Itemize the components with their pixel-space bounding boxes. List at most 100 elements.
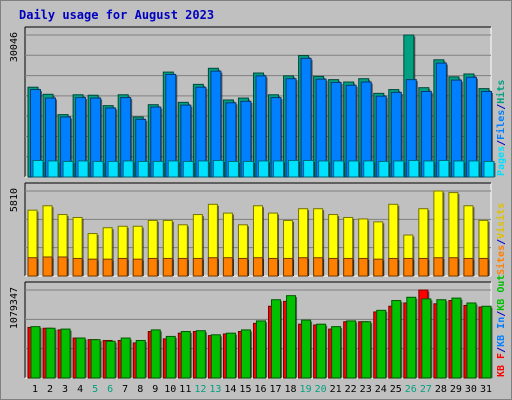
legend-bottom-item: KB F bbox=[496, 353, 507, 377]
bar-top-pages-day-21 bbox=[333, 160, 345, 178]
bar-top-pages-day-10 bbox=[167, 160, 179, 178]
bar-middle-sites-day-18 bbox=[283, 257, 294, 277]
bar-middle-sites-day-1 bbox=[27, 257, 38, 277]
legend-bottom-item: KB Out bbox=[496, 275, 507, 311]
bar-bottom-kb-out-day-1 bbox=[30, 326, 41, 379]
bar-middle-sites-day-12 bbox=[192, 257, 203, 277]
legend-middle: Sites/Visits bbox=[495, 203, 507, 275]
x-tick-day-14: 14 bbox=[224, 384, 236, 395]
bar-bottom-kb-out-day-2 bbox=[45, 327, 56, 379]
bar-middle-sites-day-25 bbox=[388, 257, 399, 277]
bar-top-pages-day-13 bbox=[212, 159, 224, 178]
x-tick-day-7: 7 bbox=[122, 384, 128, 395]
x-tick-day-19: 19 bbox=[300, 384, 312, 395]
x-tick-day-16: 16 bbox=[254, 384, 266, 395]
x-tick-day-18: 18 bbox=[285, 384, 297, 395]
x-tick-day-17: 17 bbox=[269, 384, 281, 395]
bar-top-pages-day-4 bbox=[77, 160, 89, 178]
legend-top: Pages/Files/Hits bbox=[495, 80, 507, 176]
bar-bottom-kb-out-day-31 bbox=[481, 305, 492, 379]
bar-bottom-kb-out-day-28 bbox=[436, 299, 447, 379]
bar-middle-sites-day-6 bbox=[102, 258, 113, 277]
y-max-label-middle: 5810 bbox=[9, 188, 20, 212]
bar-middle-sites-day-5 bbox=[87, 258, 98, 277]
bar-top-pages-day-3 bbox=[62, 160, 74, 178]
bar-middle-sites-day-23 bbox=[358, 257, 369, 277]
bar-middle-sites-day-7 bbox=[117, 257, 128, 277]
bar-bottom-kb-out-day-29 bbox=[451, 297, 462, 379]
x-tick-day-13: 13 bbox=[209, 384, 221, 395]
bar-bottom-kb-out-day-4 bbox=[75, 337, 86, 379]
y-max-label-top: 30046 bbox=[9, 32, 20, 62]
bar-bottom-kb-out-day-12 bbox=[195, 330, 206, 379]
bar-middle-sites-day-10 bbox=[162, 257, 173, 277]
bar-middle-sites-day-26 bbox=[403, 257, 414, 277]
bar-bottom-kb-out-day-13 bbox=[210, 334, 221, 379]
bar-top-pages-day-22 bbox=[348, 160, 360, 178]
legend-middle-item: Sites bbox=[495, 245, 507, 275]
bar-middle-sites-day-27 bbox=[418, 257, 429, 277]
bar-top-pages-day-18 bbox=[288, 159, 300, 178]
bar-bottom-kb-out-day-24 bbox=[376, 309, 387, 379]
bar-middle-sites-day-8 bbox=[132, 258, 143, 277]
bar-bottom-kb-out-day-19 bbox=[301, 319, 312, 379]
bar-bottom-kb-out-day-30 bbox=[466, 302, 477, 379]
x-tick-day-31: 31 bbox=[480, 384, 492, 395]
bar-top-pages-day-5 bbox=[92, 160, 104, 178]
bar-bottom-kb-out-day-16 bbox=[255, 320, 266, 379]
legend-top-item: Pages bbox=[496, 146, 507, 176]
x-tick-day-11: 11 bbox=[179, 384, 191, 395]
x-tick-day-3: 3 bbox=[62, 384, 68, 395]
bar-bottom-kb-out-day-7 bbox=[120, 337, 131, 379]
x-tick-day-22: 22 bbox=[345, 384, 357, 395]
bar-middle-sites-day-30 bbox=[463, 257, 474, 277]
bar-middle-sites-day-15 bbox=[237, 257, 248, 277]
bar-middle-sites-day-9 bbox=[147, 257, 158, 277]
x-tick-day-23: 23 bbox=[360, 384, 372, 395]
bar-middle-sites-day-14 bbox=[222, 257, 233, 277]
x-tick-day-8: 8 bbox=[137, 384, 143, 395]
bar-bottom-kb-out-day-27 bbox=[421, 298, 432, 379]
bar-top-pages-day-12 bbox=[197, 160, 209, 178]
bar-top-pages-day-6 bbox=[107, 160, 119, 178]
x-tick-day-9: 9 bbox=[152, 384, 158, 395]
x-tick-day-24: 24 bbox=[375, 384, 387, 395]
bar-bottom-kb-out-day-5 bbox=[90, 339, 101, 379]
x-tick-day-27: 27 bbox=[420, 384, 432, 395]
bar-bottom-kb-out-day-15 bbox=[240, 329, 251, 379]
legend-bottom: KB F/KB In/KB Out bbox=[496, 275, 507, 377]
bar-top-pages-day-1 bbox=[32, 159, 44, 178]
x-tick-day-5: 5 bbox=[92, 384, 98, 395]
legend-middle-item: / bbox=[496, 239, 507, 245]
bar-top-pages-day-23 bbox=[363, 160, 375, 178]
bar-middle-sites-day-19 bbox=[298, 257, 309, 277]
bar-middle-sites-day-20 bbox=[313, 257, 324, 277]
bar-bottom-kb-out-day-21 bbox=[331, 326, 342, 379]
bar-bottom-kb-out-day-11 bbox=[180, 331, 191, 379]
bar-middle-sites-day-28 bbox=[433, 257, 444, 277]
legend-top-item: / bbox=[496, 104, 507, 110]
legend-bottom-item: / bbox=[496, 311, 507, 317]
bar-top-pages-day-27 bbox=[423, 160, 435, 178]
bar-top-files-day-19 bbox=[300, 57, 312, 178]
x-tick-day-4: 4 bbox=[77, 384, 83, 395]
bar-middle-sites-day-31 bbox=[478, 257, 489, 277]
bar-top-pages-day-7 bbox=[122, 160, 134, 178]
bar-top-pages-day-14 bbox=[227, 160, 239, 178]
bar-bottom-kb-out-day-14 bbox=[225, 332, 236, 379]
bar-top-pages-day-31 bbox=[483, 160, 495, 178]
bar-top-pages-day-30 bbox=[468, 160, 480, 178]
bar-top-pages-day-24 bbox=[378, 160, 390, 178]
bar-top-pages-day-28 bbox=[438, 159, 450, 178]
bar-top-pages-day-26 bbox=[408, 159, 420, 178]
bar-top-pages-day-9 bbox=[152, 160, 164, 178]
bar-top-pages-day-29 bbox=[453, 160, 465, 178]
bar-top-files-day-28 bbox=[435, 62, 447, 178]
bar-bottom-kb-out-day-8 bbox=[135, 339, 146, 379]
bar-top-pages-day-8 bbox=[137, 160, 149, 178]
legend-top-item: Hits bbox=[495, 80, 507, 104]
bar-middle-sites-day-3 bbox=[57, 256, 68, 277]
bar-middle-sites-day-13 bbox=[207, 257, 218, 277]
bar-bottom-kb-out-day-10 bbox=[165, 335, 176, 379]
